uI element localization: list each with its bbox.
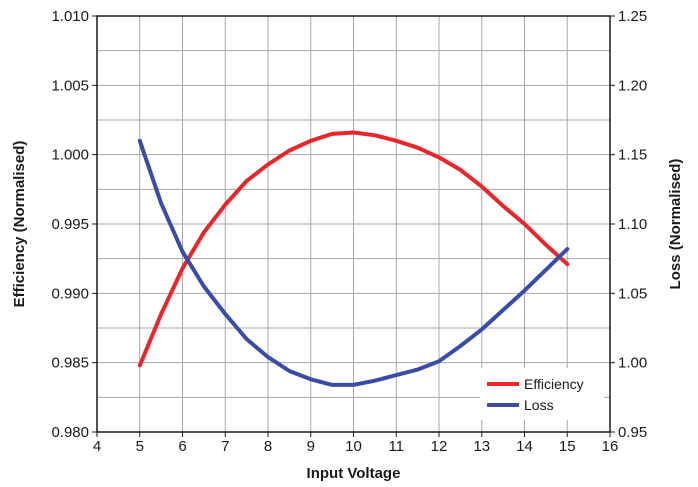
x-tick-label: 11 bbox=[388, 438, 404, 455]
x-tick-label: 7 bbox=[221, 438, 229, 455]
legend-label-loss: Loss bbox=[524, 397, 554, 413]
series-lines bbox=[137, 130, 570, 387]
ticks: 4 5 6 7 8 9 10 11 12 13 14 15 16 0.980 0.985 0.990 0.995… bbox=[51, 8, 647, 455]
series-line-loss bbox=[137, 138, 570, 387]
legend-label-efficiency: Efficiency bbox=[524, 376, 584, 392]
y-left-axis-title: Efficiency (Normalised) bbox=[11, 141, 28, 308]
x-tick-label: 15 bbox=[559, 438, 576, 455]
series-line-efficiency bbox=[137, 130, 570, 368]
x-tick-label: 6 bbox=[178, 438, 186, 455]
x-tick-label: 14 bbox=[516, 438, 533, 455]
x-tick-label: 9 bbox=[307, 438, 315, 455]
y-right-axis-title: Loss (Normalised) bbox=[667, 159, 684, 290]
x-tick-label: 13 bbox=[473, 438, 490, 455]
y-right-tick-label: 1.15 bbox=[618, 147, 647, 164]
x-axis-title: Input Voltage bbox=[307, 465, 401, 482]
y-right-tick-label: 1.10 bbox=[618, 216, 647, 233]
y-left-tick-label: 0.995 bbox=[51, 216, 89, 233]
y-left-tick-label: 1.010 bbox=[51, 8, 89, 25]
x-tick-label: 10 bbox=[345, 438, 362, 455]
y-right-tick-label: 1.20 bbox=[618, 77, 647, 94]
x-tick-label: 16 bbox=[602, 438, 619, 455]
y-left-tick-label: 1.000 bbox=[51, 147, 89, 164]
x-tick-label: 12 bbox=[431, 438, 448, 455]
x-tick-label: 5 bbox=[136, 438, 144, 455]
y-left-tick-label: 0.985 bbox=[51, 355, 89, 372]
y-right-tick-label: 1.00 bbox=[618, 355, 647, 372]
y-right-tick-label: 0.95 bbox=[618, 424, 647, 441]
y-left-tick-label: 1.005 bbox=[51, 77, 89, 94]
legend: Efficiency Loss bbox=[480, 368, 604, 420]
y-right-tick-label: 1.25 bbox=[618, 8, 647, 25]
legend-box bbox=[480, 368, 604, 420]
y-right-tick-label: 1.05 bbox=[618, 285, 647, 302]
x-tick-label: 4 bbox=[93, 438, 101, 455]
y-left-tick-label: 0.980 bbox=[51, 424, 89, 441]
x-tick-label: 8 bbox=[264, 438, 272, 455]
y-left-tick-label: 0.990 bbox=[51, 285, 89, 302]
